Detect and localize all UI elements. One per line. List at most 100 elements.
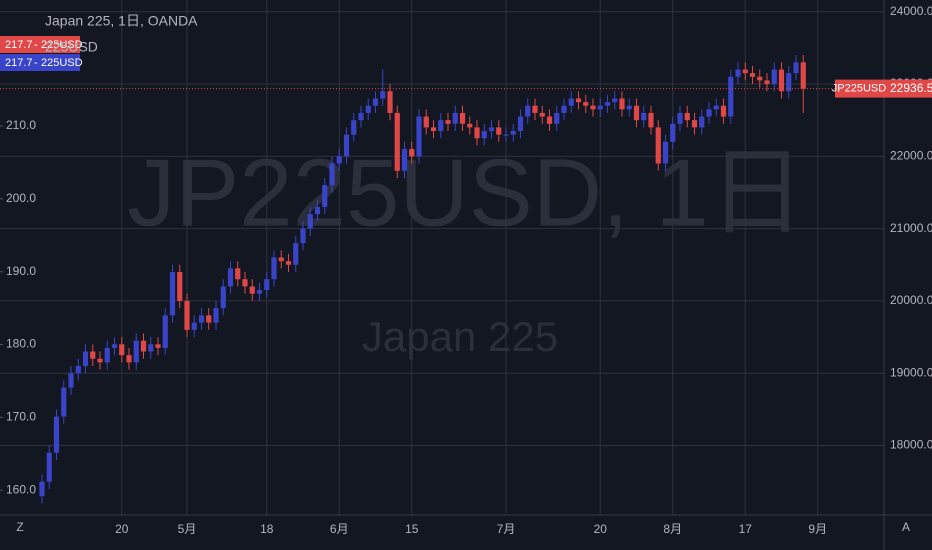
candle-body: [438, 120, 444, 132]
corner-button[interactable]: A: [902, 520, 910, 534]
candle-body: [365, 105, 371, 113]
candle-body: [641, 112, 647, 121]
x-tick-label: 15: [405, 522, 419, 536]
candle-body: [793, 62, 799, 74]
y-tick-label: 22000.0: [890, 148, 932, 162]
candle-body: [532, 105, 538, 113]
candle-body: [416, 116, 422, 157]
candle-body: [177, 271, 183, 301]
candle-body: [677, 112, 683, 124]
x-tick-label: 5月: [178, 522, 197, 536]
candle-body: [481, 131, 487, 139]
candle-body: [336, 156, 342, 164]
candle-body: [786, 73, 792, 92]
price-tag-value: 22936.5: [890, 81, 932, 95]
candle-body: [778, 69, 785, 92]
candle-body: [670, 123, 676, 142]
candle-body: [684, 112, 690, 121]
candle-body: [46, 452, 52, 482]
candle-body: [235, 268, 241, 280]
candle-body: [474, 127, 480, 139]
candle-body: [39, 481, 45, 497]
candle-body: [140, 340, 147, 352]
candle-body: [307, 214, 313, 229]
series-tag: [0, 54, 80, 71]
candle-body: [648, 112, 654, 128]
candle-body: [148, 344, 154, 352]
candle-body: [655, 127, 661, 164]
candle-body: [285, 261, 292, 265]
candle-body: [728, 76, 734, 117]
candle-body: [423, 116, 429, 128]
candle-body: [343, 134, 350, 157]
price-tag-name: JP225USD: [832, 83, 886, 95]
x-tick-label: 20: [115, 522, 129, 536]
legend-name: 225USD: [45, 39, 98, 55]
candle-body: [329, 163, 335, 186]
y2-tick-label: 200.0: [6, 191, 36, 205]
candle-body: [53, 416, 60, 453]
watermark: JP225USD, 1日: [127, 139, 805, 246]
y-tick-label: 19000.0: [890, 365, 932, 379]
candle-body: [271, 257, 277, 280]
candle-body: [409, 149, 415, 157]
y2-tick-label: 180.0: [6, 337, 36, 351]
candle-body: [133, 340, 139, 363]
candle-body: [380, 91, 386, 99]
chart-title: Japan 225, 1日, OANDA: [45, 13, 198, 29]
series-tag-sep: -: [34, 39, 38, 51]
y2-tick-label: 210.0: [6, 118, 36, 132]
candle-body: [401, 149, 408, 171]
candle-body: [169, 271, 176, 316]
candle-body: [206, 315, 212, 323]
candle-body: [387, 91, 393, 113]
candle-body: [749, 73, 756, 77]
candle-body: [604, 102, 611, 106]
candle-body: [691, 120, 698, 128]
y-tick-label: 20000.0: [890, 293, 932, 307]
candle-body: [590, 105, 596, 110]
candle-body: [358, 112, 364, 121]
x-tick-label: 17: [739, 522, 753, 536]
candle-body: [699, 116, 705, 128]
series-tag-name: 225USD: [41, 57, 83, 69]
candle-body: [771, 69, 777, 85]
candle-body: [626, 105, 632, 110]
candle-body: [713, 105, 719, 110]
y2-tick-label: 160.0: [6, 482, 36, 496]
candle-body: [517, 116, 524, 132]
candle-body: [430, 127, 437, 132]
watermark-sub: Japan 225: [362, 313, 558, 360]
candle-body: [256, 290, 263, 294]
candle-body: [539, 112, 545, 117]
candle-body: [184, 300, 190, 330]
candle-body: [503, 134, 509, 136]
candle-body: [104, 347, 110, 363]
corner-button[interactable]: Z: [16, 520, 23, 534]
x-tick-label: 8月: [663, 522, 682, 536]
y2-tick-label: 170.0: [6, 410, 36, 424]
candle-body: [445, 120, 451, 124]
candle-body: [575, 98, 582, 103]
price-tag: [835, 79, 932, 98]
candle-body: [554, 112, 560, 124]
candle-body: [546, 116, 553, 124]
candle-body: [126, 355, 132, 363]
candle-body: [706, 109, 712, 117]
candle-body: [459, 112, 466, 124]
candle-body: [619, 98, 625, 110]
candle-body: [735, 69, 741, 77]
candle-body: [488, 127, 495, 132]
candle-body: [510, 131, 516, 135]
series-tag-name: 225USD: [41, 39, 83, 51]
candle-body: [242, 279, 248, 287]
candle-body: [220, 286, 226, 309]
candle-body: [314, 206, 321, 215]
candle-body: [227, 268, 234, 287]
candle-body: [111, 344, 118, 348]
candle-body: [351, 120, 357, 135]
candle-body: [68, 373, 74, 388]
candle-body: [249, 286, 255, 294]
